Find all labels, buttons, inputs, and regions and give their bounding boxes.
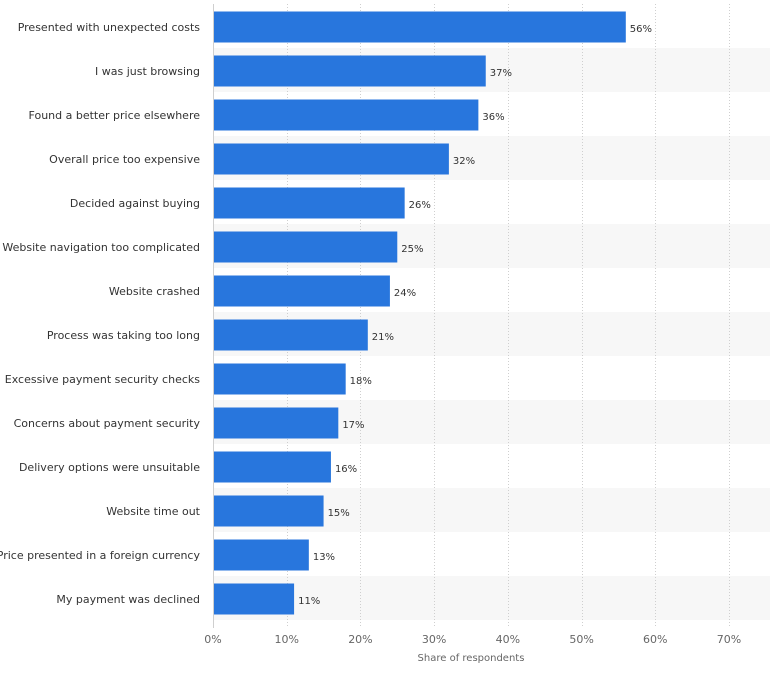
bar (214, 363, 346, 395)
x-axis-title: Share of respondents (418, 653, 525, 664)
x-tick-label: 0% (204, 633, 221, 646)
value-label: 15% (328, 508, 350, 519)
value-label: 24% (394, 288, 416, 299)
bar (214, 11, 626, 43)
value-label: 21% (372, 332, 394, 343)
x-tick-label: 10% (274, 633, 298, 646)
x-tick-label: 40% (496, 633, 520, 646)
value-label: 13% (313, 552, 335, 563)
category-label: Excessive payment security checks (5, 373, 200, 386)
value-label: 36% (482, 112, 504, 123)
category-label: Overall price too expensive (49, 153, 200, 166)
bar (214, 495, 324, 527)
value-label: 11% (298, 596, 320, 607)
x-tick-label: 30% (422, 633, 446, 646)
value-label: 18% (350, 376, 372, 387)
bar (214, 231, 398, 263)
category-label: Website crashed (109, 285, 200, 298)
bar (214, 319, 368, 351)
value-label: 56% (630, 24, 652, 35)
value-labels: 56% 37% 36% 32% 26% 25% 24% 21% 18% 17% 16% 15% 13% 1… (298, 24, 652, 607)
x-tick-label: 20% (348, 633, 372, 646)
bar (214, 275, 390, 307)
category-label: My payment was declined (56, 593, 200, 606)
bar (214, 539, 309, 571)
row-band (213, 576, 770, 620)
value-label: 17% (342, 420, 364, 431)
x-tick-label: 60% (643, 633, 667, 646)
bar (214, 407, 339, 439)
gridlines (213, 4, 730, 628)
category-label: Delivery options were unsuitable (19, 461, 200, 474)
value-label: 32% (453, 156, 475, 167)
bar (214, 451, 331, 483)
category-labels: Presented with unexpected costs I was jus… (0, 21, 201, 606)
value-label: 16% (335, 464, 357, 475)
category-label: Decided against buying (70, 197, 200, 210)
bar (214, 187, 405, 219)
bars (214, 11, 626, 615)
bar (214, 99, 479, 131)
category-label: Found a better price elsewhere (29, 109, 201, 122)
category-label: Presented with unexpected costs (18, 21, 201, 34)
category-label: Website navigation too complicated (2, 241, 200, 254)
category-label: I was just browsing (95, 65, 200, 78)
category-label: Process was taking too long (47, 329, 200, 342)
bar (214, 55, 486, 87)
category-label: Price presented in a foreign currency (0, 549, 200, 562)
category-label: Concerns about payment security (14, 417, 201, 430)
value-label: 25% (401, 244, 423, 255)
x-tick-label: 50% (569, 633, 593, 646)
value-label: 26% (409, 200, 431, 211)
x-tick-labels: 0% 10% 20% 30% 40% 50% 60% 70% (204, 633, 741, 646)
value-label: 37% (490, 68, 512, 79)
x-tick-label: 70% (717, 633, 741, 646)
bar (214, 583, 295, 615)
bar (214, 143, 449, 175)
category-label: Website time out (106, 505, 200, 518)
